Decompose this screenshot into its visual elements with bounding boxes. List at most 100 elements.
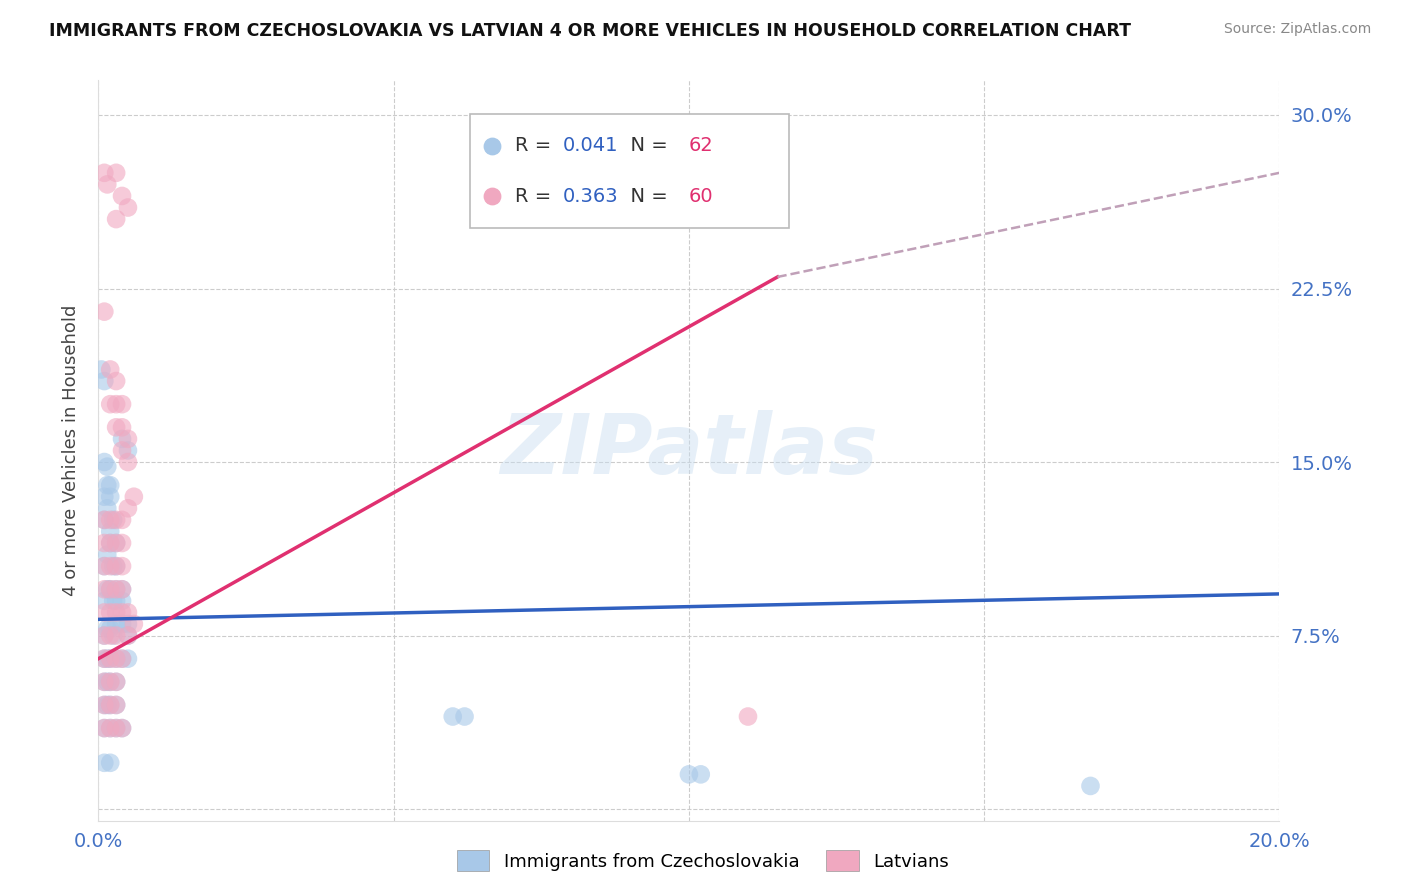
Text: ZIPatlas: ZIPatlas bbox=[501, 410, 877, 491]
Point bbox=[96, 478, 118, 492]
Point bbox=[93, 756, 115, 770]
Point bbox=[93, 490, 115, 504]
Point bbox=[117, 629, 139, 643]
Point bbox=[96, 651, 118, 665]
Point bbox=[117, 443, 139, 458]
Point bbox=[117, 617, 139, 632]
Point bbox=[98, 698, 121, 712]
Point bbox=[93, 455, 115, 469]
Point bbox=[105, 721, 128, 735]
Point bbox=[105, 582, 128, 597]
Point bbox=[93, 721, 115, 735]
Text: N =: N = bbox=[619, 136, 673, 155]
Point bbox=[105, 617, 128, 632]
Point bbox=[96, 622, 118, 636]
Point bbox=[111, 420, 134, 434]
Point bbox=[98, 478, 121, 492]
Point bbox=[111, 559, 134, 574]
Point bbox=[105, 698, 128, 712]
Point bbox=[122, 617, 145, 632]
Point bbox=[117, 455, 139, 469]
Point bbox=[93, 629, 115, 643]
Point bbox=[90, 362, 112, 376]
Point bbox=[105, 536, 128, 550]
Point bbox=[117, 201, 139, 215]
Point bbox=[689, 767, 711, 781]
Point bbox=[105, 674, 128, 689]
Point bbox=[105, 674, 128, 689]
Text: R =: R = bbox=[516, 186, 558, 206]
Point bbox=[93, 536, 115, 550]
Point bbox=[93, 698, 115, 712]
Point bbox=[111, 536, 134, 550]
Point bbox=[105, 420, 128, 434]
Point bbox=[678, 767, 700, 781]
Point bbox=[93, 166, 115, 180]
Point bbox=[111, 582, 134, 597]
Point bbox=[93, 513, 115, 527]
Text: 0.041: 0.041 bbox=[562, 136, 619, 155]
Point bbox=[105, 559, 128, 574]
Point bbox=[105, 374, 128, 388]
Point bbox=[96, 501, 118, 516]
Point bbox=[98, 674, 121, 689]
Point bbox=[98, 629, 121, 643]
Point bbox=[93, 674, 115, 689]
Point bbox=[105, 606, 128, 620]
Point bbox=[93, 559, 115, 574]
Legend: Immigrants from Czechoslovakia, Latvians: Immigrants from Czechoslovakia, Latvians bbox=[450, 843, 956, 879]
Point bbox=[96, 548, 118, 562]
Point bbox=[105, 582, 128, 597]
Point bbox=[103, 629, 125, 643]
Point bbox=[98, 362, 121, 376]
Point bbox=[111, 606, 134, 620]
Text: 0.363: 0.363 bbox=[562, 186, 619, 206]
Point bbox=[98, 513, 121, 527]
Point bbox=[105, 536, 128, 550]
Point bbox=[111, 617, 134, 632]
Point bbox=[98, 674, 121, 689]
Point bbox=[98, 756, 121, 770]
Point bbox=[105, 212, 128, 227]
Point bbox=[103, 559, 125, 574]
Point bbox=[105, 721, 128, 735]
Point bbox=[105, 698, 128, 712]
Point bbox=[111, 513, 134, 527]
Point bbox=[117, 432, 139, 446]
Point bbox=[93, 698, 115, 712]
Point bbox=[93, 651, 115, 665]
Point bbox=[111, 721, 134, 735]
Point bbox=[96, 582, 118, 597]
Point bbox=[117, 651, 139, 665]
Text: Source: ZipAtlas.com: Source: ZipAtlas.com bbox=[1223, 22, 1371, 37]
Point bbox=[96, 459, 118, 474]
Y-axis label: 4 or more Vehicles in Household: 4 or more Vehicles in Household bbox=[62, 305, 80, 596]
Point bbox=[93, 304, 115, 318]
Point bbox=[98, 582, 121, 597]
Point bbox=[93, 651, 115, 665]
Point bbox=[105, 513, 128, 527]
Point bbox=[98, 721, 121, 735]
Point bbox=[96, 178, 118, 192]
Point bbox=[93, 374, 115, 388]
Point bbox=[96, 674, 118, 689]
Point bbox=[98, 582, 121, 597]
Point bbox=[111, 651, 134, 665]
Point bbox=[93, 629, 115, 643]
Point bbox=[117, 629, 139, 643]
Point bbox=[105, 651, 128, 665]
Point bbox=[103, 513, 125, 527]
Point bbox=[105, 651, 128, 665]
Point bbox=[441, 709, 464, 723]
Text: N =: N = bbox=[619, 186, 673, 206]
Text: 60: 60 bbox=[689, 186, 714, 206]
Point bbox=[105, 559, 128, 574]
Point bbox=[111, 721, 134, 735]
Point bbox=[453, 709, 475, 723]
Point bbox=[105, 166, 128, 180]
Point bbox=[93, 582, 115, 597]
FancyBboxPatch shape bbox=[471, 113, 789, 228]
Point bbox=[96, 698, 118, 712]
Point bbox=[117, 606, 139, 620]
Point bbox=[98, 698, 121, 712]
